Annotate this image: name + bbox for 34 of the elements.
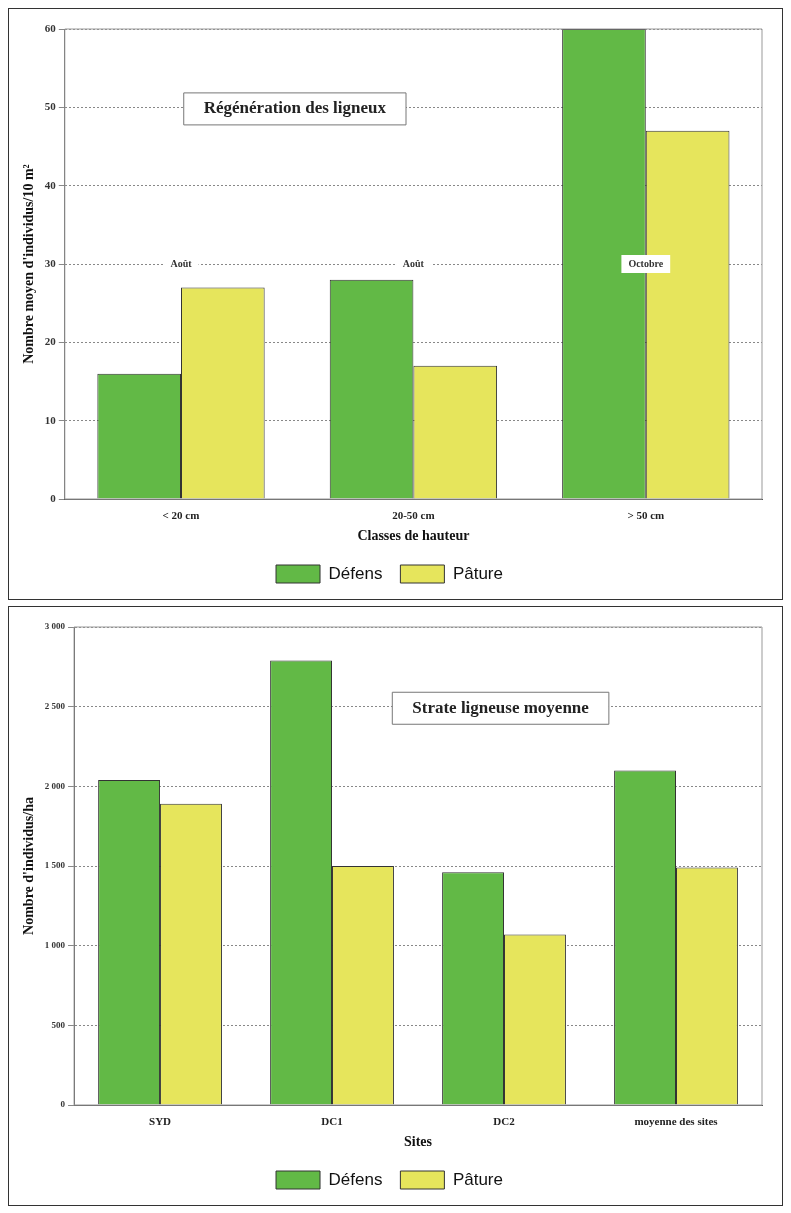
y-tick-label: 2 500 <box>44 700 66 711</box>
y-tick-label: 2 000 <box>44 780 66 791</box>
y-tick-label: 60 <box>44 21 57 34</box>
x-tick-label: SYD <box>149 1115 172 1128</box>
annotation: Octobre <box>628 257 664 269</box>
y-tick-label: 1 500 <box>44 860 66 871</box>
y-tick-label: 1 000 <box>44 939 66 950</box>
y-axis-title: Nombre d'individus/ha <box>21 797 37 935</box>
x-tick-label: 20-50 cm <box>392 509 435 522</box>
legend-label: Pâture <box>452 1169 503 1189</box>
legend-label: Défens <box>328 563 383 583</box>
x-tick-label: < 20 cm <box>162 509 200 522</box>
y-tick-label: 500 <box>51 1019 66 1030</box>
y-tick-label: 50 <box>44 100 57 113</box>
y-tick-label: 40 <box>44 178 57 191</box>
text: Régénération des ligneux <box>203 98 387 118</box>
y-tick-label: 0 <box>50 491 57 504</box>
x-tick-label: moyenne des sites <box>634 1115 719 1128</box>
y-axis-title: Nombre moyen d'individus/10 m² <box>21 164 37 364</box>
x-tick-label: DC1 <box>321 1115 343 1128</box>
annotation: Août <box>402 257 425 269</box>
annotation: Août <box>170 257 193 269</box>
y-tick-label: 0 <box>60 1099 66 1110</box>
y-tick-label: 20 <box>44 335 57 348</box>
x-axis-title: Classes de hauteur <box>357 528 470 544</box>
y-tick-label: 10 <box>44 413 57 426</box>
legend-label: Défens <box>328 1169 383 1189</box>
y-tick-label: 3 000 <box>44 621 66 632</box>
y-tick-label: 30 <box>44 256 57 269</box>
x-tick-label: > 50 cm <box>627 509 665 522</box>
x-tick-label: DC2 <box>493 1115 516 1128</box>
x-axis-title: Sites <box>404 1134 433 1150</box>
text: Strate ligneuse moyenne <box>412 697 590 717</box>
legend-label: Pâture <box>452 563 503 583</box>
